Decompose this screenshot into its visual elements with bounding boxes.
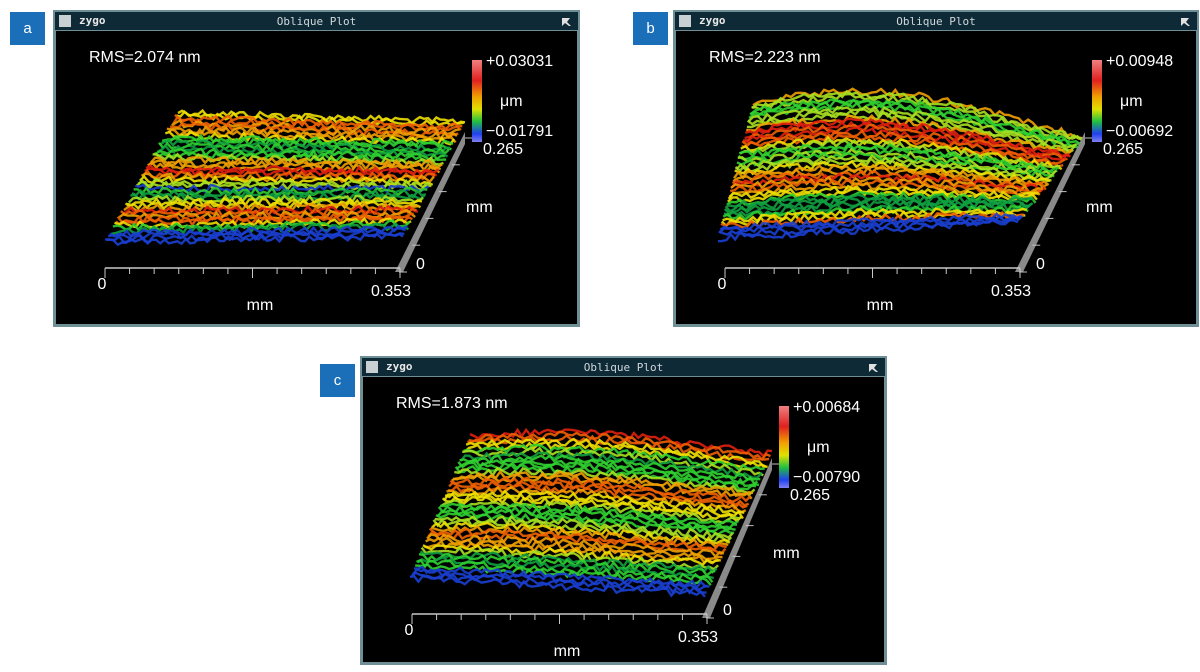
x-unit: mm bbox=[247, 297, 274, 314]
close-button[interactable] bbox=[59, 15, 71, 27]
depth-min: 0 bbox=[723, 602, 732, 619]
panel-label: a bbox=[23, 20, 32, 37]
scale-min: −0.00790 bbox=[793, 469, 860, 486]
depth-unit: mm bbox=[1086, 199, 1113, 216]
window-title: Oblique Plot bbox=[277, 15, 356, 28]
scale-max: +0.00684 bbox=[793, 399, 860, 416]
plot-window: zygo Oblique Plot RMS=2.223 nm +0.00948 μm −0… bbox=[673, 10, 1199, 327]
rms-value: RMS=2.223 nm bbox=[709, 49, 821, 66]
color-bar bbox=[1092, 60, 1102, 142]
depth-unit: mm bbox=[466, 199, 493, 216]
x-min: 0 bbox=[718, 276, 727, 293]
color-bar bbox=[472, 60, 482, 142]
x-max: 0.353 bbox=[991, 283, 1031, 300]
close-button[interactable] bbox=[366, 361, 378, 373]
panel-label: b bbox=[646, 20, 654, 37]
x-unit: mm bbox=[867, 297, 894, 314]
window-title: Oblique Plot bbox=[896, 15, 975, 28]
depth-max: 0.265 bbox=[483, 141, 523, 158]
scale-unit: μm bbox=[500, 93, 523, 110]
depth-unit: mm bbox=[773, 545, 800, 562]
depth-min: 0 bbox=[416, 256, 425, 273]
close-button[interactable] bbox=[679, 15, 691, 27]
app-logo: zygo bbox=[386, 360, 413, 373]
depth-max: 0.265 bbox=[1103, 141, 1143, 158]
app-logo: zygo bbox=[79, 14, 106, 27]
x-min: 0 bbox=[98, 276, 107, 293]
scale-unit: μm bbox=[1120, 93, 1143, 110]
rms-value: RMS=1.873 nm bbox=[396, 395, 508, 412]
color-bar bbox=[779, 406, 789, 488]
panel-label: c bbox=[334, 372, 342, 389]
rms-value: RMS=2.074 nm bbox=[89, 49, 201, 66]
x-max: 0.353 bbox=[678, 629, 718, 646]
plot-window: zygo Oblique Plot RMS=1.873 nm +0.00684 μm −0… bbox=[360, 356, 887, 665]
x-min: 0 bbox=[405, 622, 414, 639]
scale-max: +0.03031 bbox=[486, 53, 553, 70]
x-unit: mm bbox=[554, 643, 581, 660]
depth-min: 0 bbox=[1036, 256, 1045, 273]
x-max: 0.353 bbox=[371, 283, 411, 300]
app-logo: zygo bbox=[699, 14, 726, 27]
scale-max: +0.00948 bbox=[1106, 53, 1173, 70]
scale-unit: μm bbox=[807, 439, 830, 456]
plot-window: zygo Oblique Plot RMS=2.074 nm +0.03031 μm −0… bbox=[53, 10, 580, 327]
figure: a zygo Oblique Plot RMS=2.074 nm +0.03031 μm −… bbox=[0, 0, 1200, 672]
window-title: Oblique Plot bbox=[584, 361, 663, 374]
scale-min: −0.00692 bbox=[1106, 123, 1173, 140]
depth-max: 0.265 bbox=[790, 487, 830, 504]
scale-min: −0.01791 bbox=[486, 123, 553, 140]
